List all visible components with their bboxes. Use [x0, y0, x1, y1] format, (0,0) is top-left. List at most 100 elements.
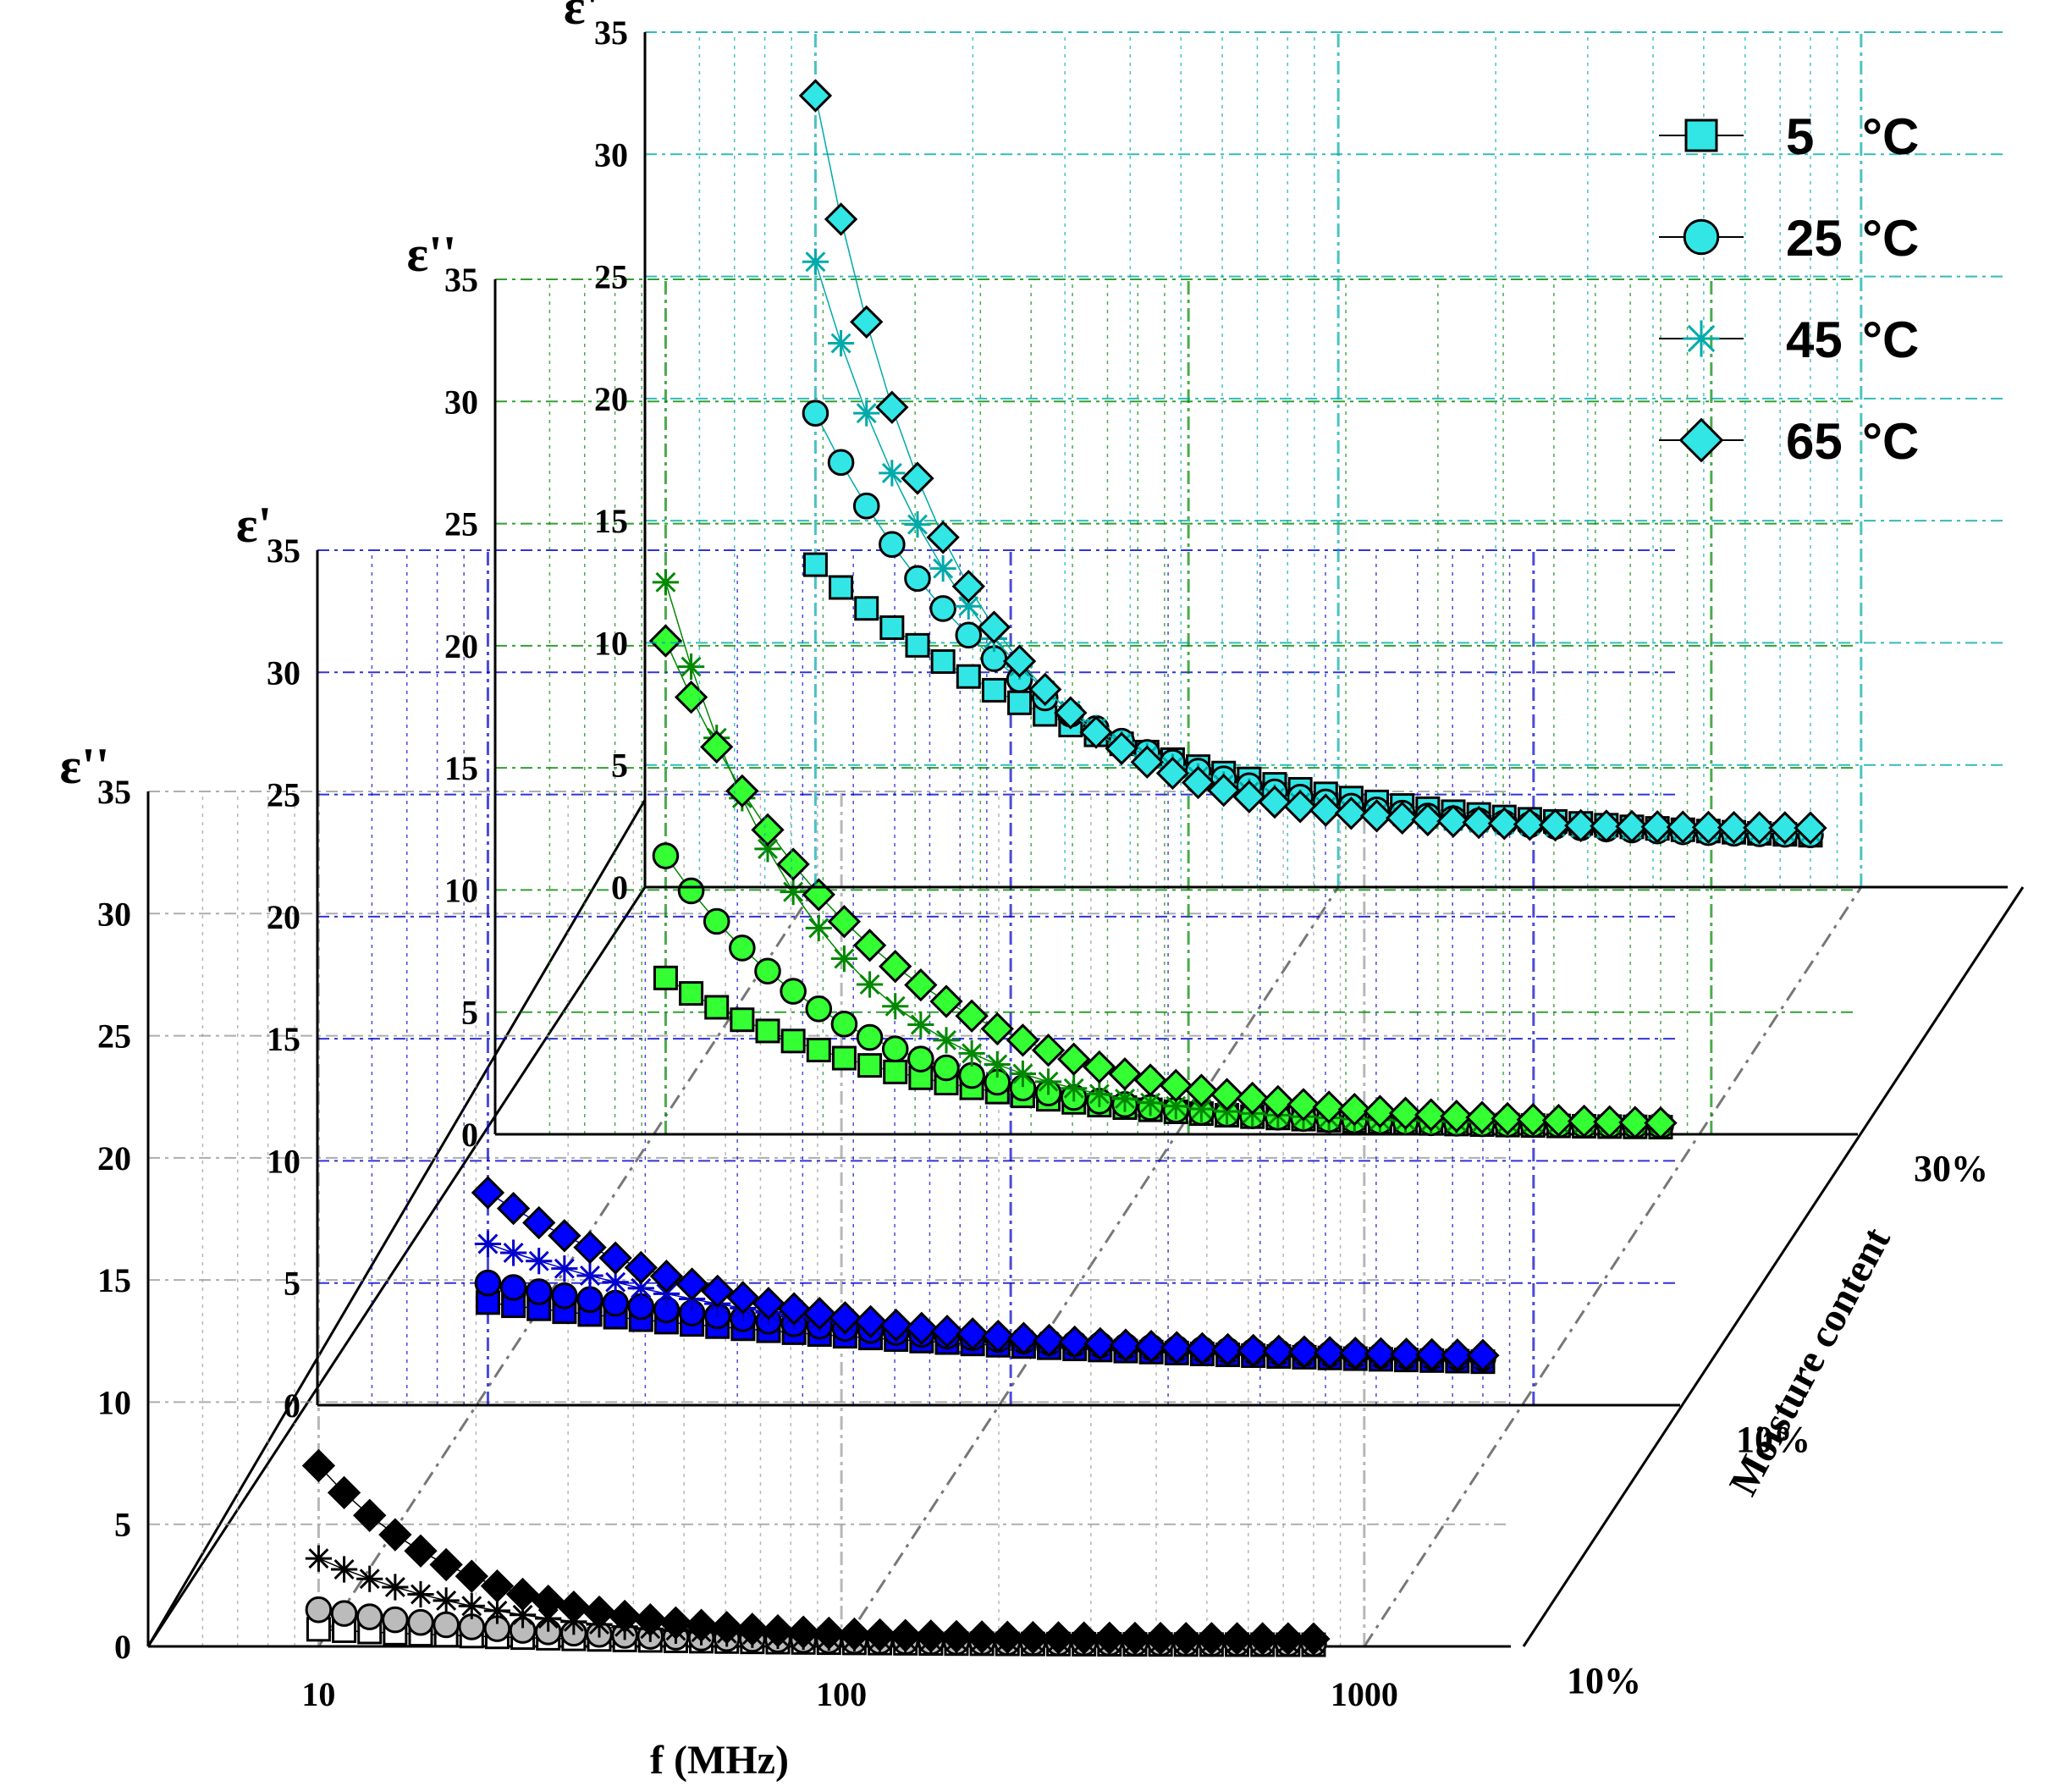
data-point — [330, 1556, 358, 1583]
data-point — [879, 460, 906, 487]
data-point — [1436, 804, 1470, 838]
data-point — [755, 1018, 780, 1044]
data-point-d2 — [783, 881, 804, 902]
legend: 5 °C 25 °C 45 °C 65 °C — [1659, 108, 1919, 470]
data-point — [1016, 1620, 1050, 1655]
data-point — [474, 1230, 502, 1258]
data-point — [850, 305, 884, 339]
data-point-d2 — [805, 251, 826, 273]
y-tick-label: 15 — [594, 502, 628, 540]
y-tick-label: 5 — [114, 1506, 131, 1544]
data-point — [532, 1584, 565, 1618]
data-point-d2 — [681, 656, 702, 677]
data-point — [726, 1281, 760, 1315]
data-point — [1236, 1081, 1270, 1116]
data-point — [471, 1176, 505, 1210]
data-point-d2 — [537, 1608, 559, 1629]
data-point — [955, 999, 989, 1033]
data-point — [929, 984, 963, 1018]
data-point — [305, 1596, 333, 1624]
data-point — [904, 510, 931, 538]
data-point-d2 — [808, 918, 829, 939]
data-point — [1364, 1337, 1398, 1370]
data-point — [875, 390, 909, 424]
data-point — [598, 1241, 632, 1275]
data-point-d2 — [830, 333, 851, 354]
data-point — [701, 1274, 735, 1309]
data-point — [1414, 1098, 1448, 1132]
data-point-d2 — [910, 1014, 931, 1035]
data-point — [905, 632, 930, 658]
series-line — [317, 1464, 1314, 1640]
data-point — [433, 1587, 460, 1614]
data-point-d2 — [528, 1250, 549, 1271]
data-point — [582, 1595, 616, 1629]
data-point — [827, 329, 855, 357]
y-tick-label: 30 — [97, 895, 131, 933]
data-point — [710, 1611, 744, 1645]
data-point — [828, 1301, 862, 1335]
data-point — [1262, 1334, 1296, 1369]
data-point — [608, 1599, 642, 1634]
data-point — [1363, 1094, 1397, 1128]
data-point — [1388, 1096, 1423, 1130]
data-point — [1083, 1050, 1116, 1084]
y-axis-label: ε'' — [407, 226, 457, 282]
data-point — [930, 649, 956, 675]
x-axis-title: f (MHz) — [650, 1738, 789, 1783]
data-point — [881, 1035, 909, 1063]
data-point — [929, 555, 956, 582]
data-point — [852, 492, 880, 520]
data-point-d2 — [308, 1548, 329, 1569]
y-tick-label: 30 — [267, 653, 300, 692]
data-point — [1466, 1338, 1500, 1372]
y-tick-label: 25 — [267, 776, 300, 814]
data-point-d2 — [1140, 1092, 1161, 1113]
data-point — [780, 878, 807, 906]
data-point — [1283, 790, 1317, 824]
data-point-d2 — [1115, 1089, 1135, 1109]
data-point — [1615, 809, 1649, 844]
data-point — [1032, 1323, 1066, 1358]
data-point-d2 — [487, 1600, 508, 1621]
data-point — [958, 1039, 985, 1067]
data-point-d2 — [359, 1569, 380, 1590]
series-3 — [798, 79, 1827, 845]
series-1 — [802, 400, 1824, 848]
legend-marker — [1678, 417, 1724, 463]
y-tick-label: 20 — [267, 898, 300, 936]
data-point — [1118, 1621, 1152, 1656]
y-tick-label: 5 — [461, 994, 478, 1032]
data-point — [930, 1315, 964, 1348]
data-point — [1644, 1106, 1678, 1140]
data-point — [1009, 1060, 1037, 1088]
moisture-label: 10% — [1736, 1419, 1810, 1460]
legend-marker — [1684, 119, 1718, 152]
data-point — [730, 1007, 755, 1033]
data-point — [505, 1577, 540, 1612]
y-tick-label: 35 — [267, 532, 300, 570]
y-tick-label: 15 — [97, 1261, 131, 1299]
data-point — [761, 1613, 795, 1648]
data-point — [1185, 1332, 1220, 1365]
data-point — [675, 1267, 709, 1301]
data-point — [407, 1580, 434, 1608]
data-point — [853, 400, 880, 427]
data-point — [305, 1545, 333, 1572]
data-point — [1411, 802, 1445, 837]
floor-layer — [146, 799, 2025, 1647]
data-point — [1108, 1057, 1142, 1091]
panel-eps_real_10: 0 5 10 15 20 25 30 35ε' 10% — [236, 497, 1810, 1460]
data-point — [883, 1059, 908, 1084]
data-point-d2 — [987, 1054, 1008, 1075]
data-point — [330, 1600, 358, 1627]
data-point — [382, 1574, 409, 1601]
data-point — [1415, 1337, 1449, 1371]
data-point — [1794, 811, 1827, 845]
data-point — [751, 813, 785, 847]
data-point — [956, 1317, 989, 1351]
data-point — [1109, 1328, 1143, 1362]
data-point — [933, 1054, 960, 1082]
data-point — [674, 680, 708, 714]
